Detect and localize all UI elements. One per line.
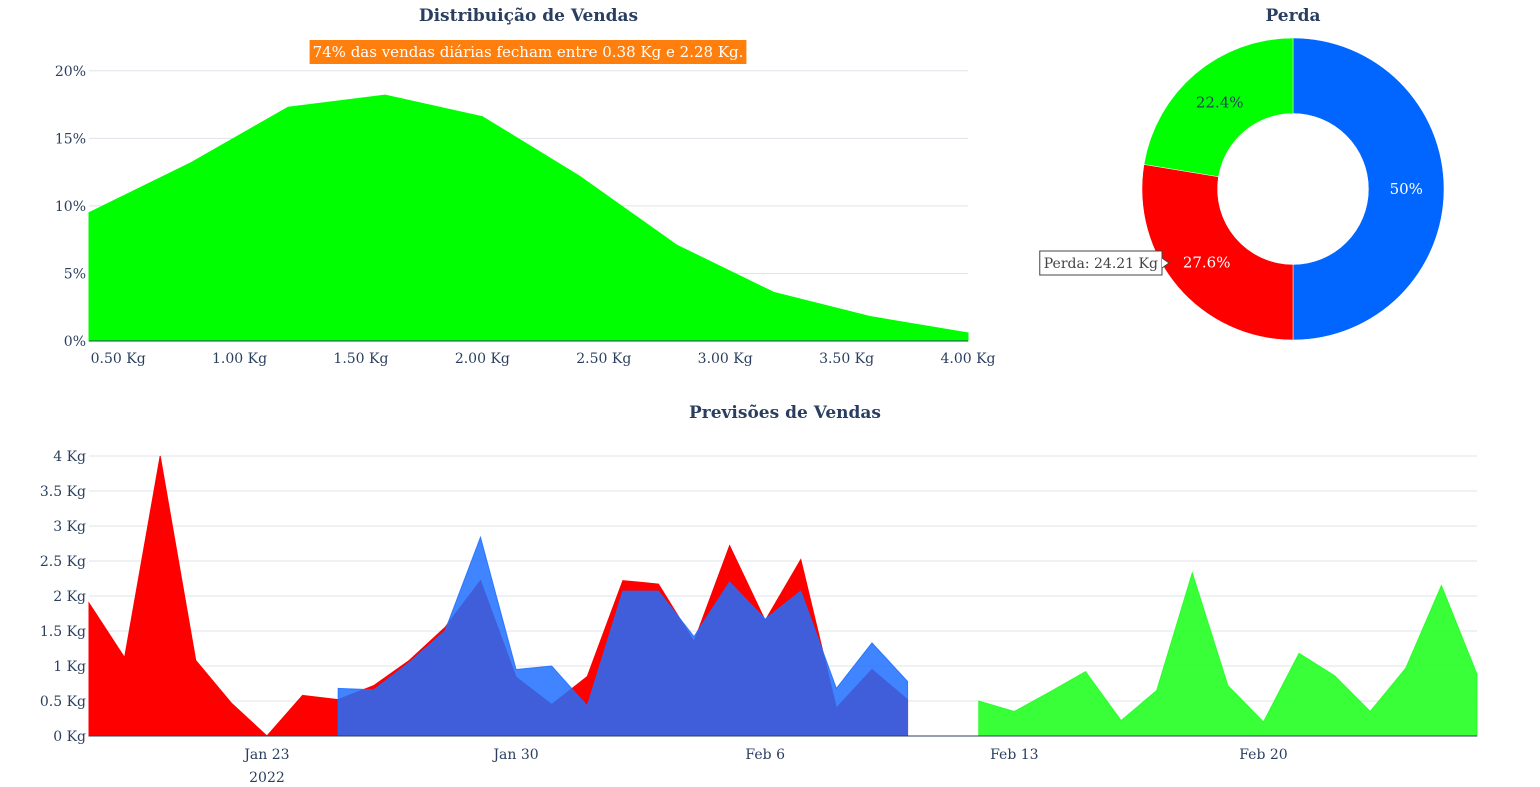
forecast-area-series [978,571,1478,737]
x-tick-label: 4.00 Kg [940,351,995,367]
slice-label: 22.4% [1196,94,1244,112]
tooltip-box [1039,250,1163,276]
annotation: 74% das vendas diárias fecham entre 0.38… [309,40,747,64]
x-tick-label: Jan 23 [242,747,289,763]
forecast-chart: Previsões de Vendas 0 Kg 0.5 Kg 1 Kg 1.5 Kg 2… [40,403,1478,786]
annotation-text: 74% das vendas diárias fecham entre 0.38… [313,43,744,61]
y-tick-label: 5% [64,266,86,282]
hover-tooltip: Perda: 24.21 Kg [1039,250,1170,276]
distribution-chart: 0% 5% 10% 15% 20% 0.50 Kg 1.00 Kg 1.50 Kg 2.00 K… [55,6,996,367]
x-tick-label: 3.50 Kg [819,351,874,367]
x-year-label: 2022 [249,770,285,786]
x-tick-label: 2.50 Kg [576,351,631,367]
x-tick-label: 1.00 Kg [212,351,267,367]
y-tick-label: 3 Kg [53,519,86,535]
y-tick-label: 1.5 Kg [40,624,86,640]
y-tick-label: 20% [55,64,86,80]
y-tick-label: 4 Kg [53,449,86,465]
chart-title: Perda [1265,6,1320,26]
y-tick-label: 1 Kg [53,659,86,675]
x-tick-label: 0.50 Kg [91,351,146,367]
x-tick-label: Feb 20 [1239,747,1287,763]
chart-title: Previsões de Vendas [689,403,881,423]
loss-donut-chart: Perda 50% 27.6% 22.4% Perda: 24.21 Kg [1039,6,1445,341]
y-tick-label: 0.5 Kg [40,694,86,710]
y-tick-label: 3.5 Kg [40,484,86,500]
y-tick-label: 10% [55,199,86,215]
slice-label: 50% [1390,180,1423,198]
tooltip-pointer [1161,257,1170,269]
forecast-area-series [337,535,909,737]
x-tick-label: Feb 13 [990,747,1038,763]
tooltip-text: Perda: 24.21 Kg [1044,256,1158,272]
donut-slice [1143,37,1294,178]
x-tick-label: 1.50 Kg [333,351,388,367]
annotation-box [309,40,747,64]
y-tick-label: 2.5 Kg [40,554,86,570]
y-tick-label: 15% [55,131,86,147]
x-tick-label: 3.00 Kg [698,351,753,367]
y-tick-label: 0 Kg [53,729,86,745]
distribution-area [88,94,969,342]
x-tick-label: Jan 30 [491,747,538,763]
x-tick-label: Feb 6 [745,747,785,763]
chart-title: Distribuição de Vendas [419,6,638,26]
slice-label: 27.6% [1183,253,1231,271]
x-tick-label: 2.00 Kg [455,351,510,367]
y-tick-label: 2 Kg [53,589,86,605]
donut-slice [1141,164,1294,341]
y-tick-label: 0% [64,334,86,350]
